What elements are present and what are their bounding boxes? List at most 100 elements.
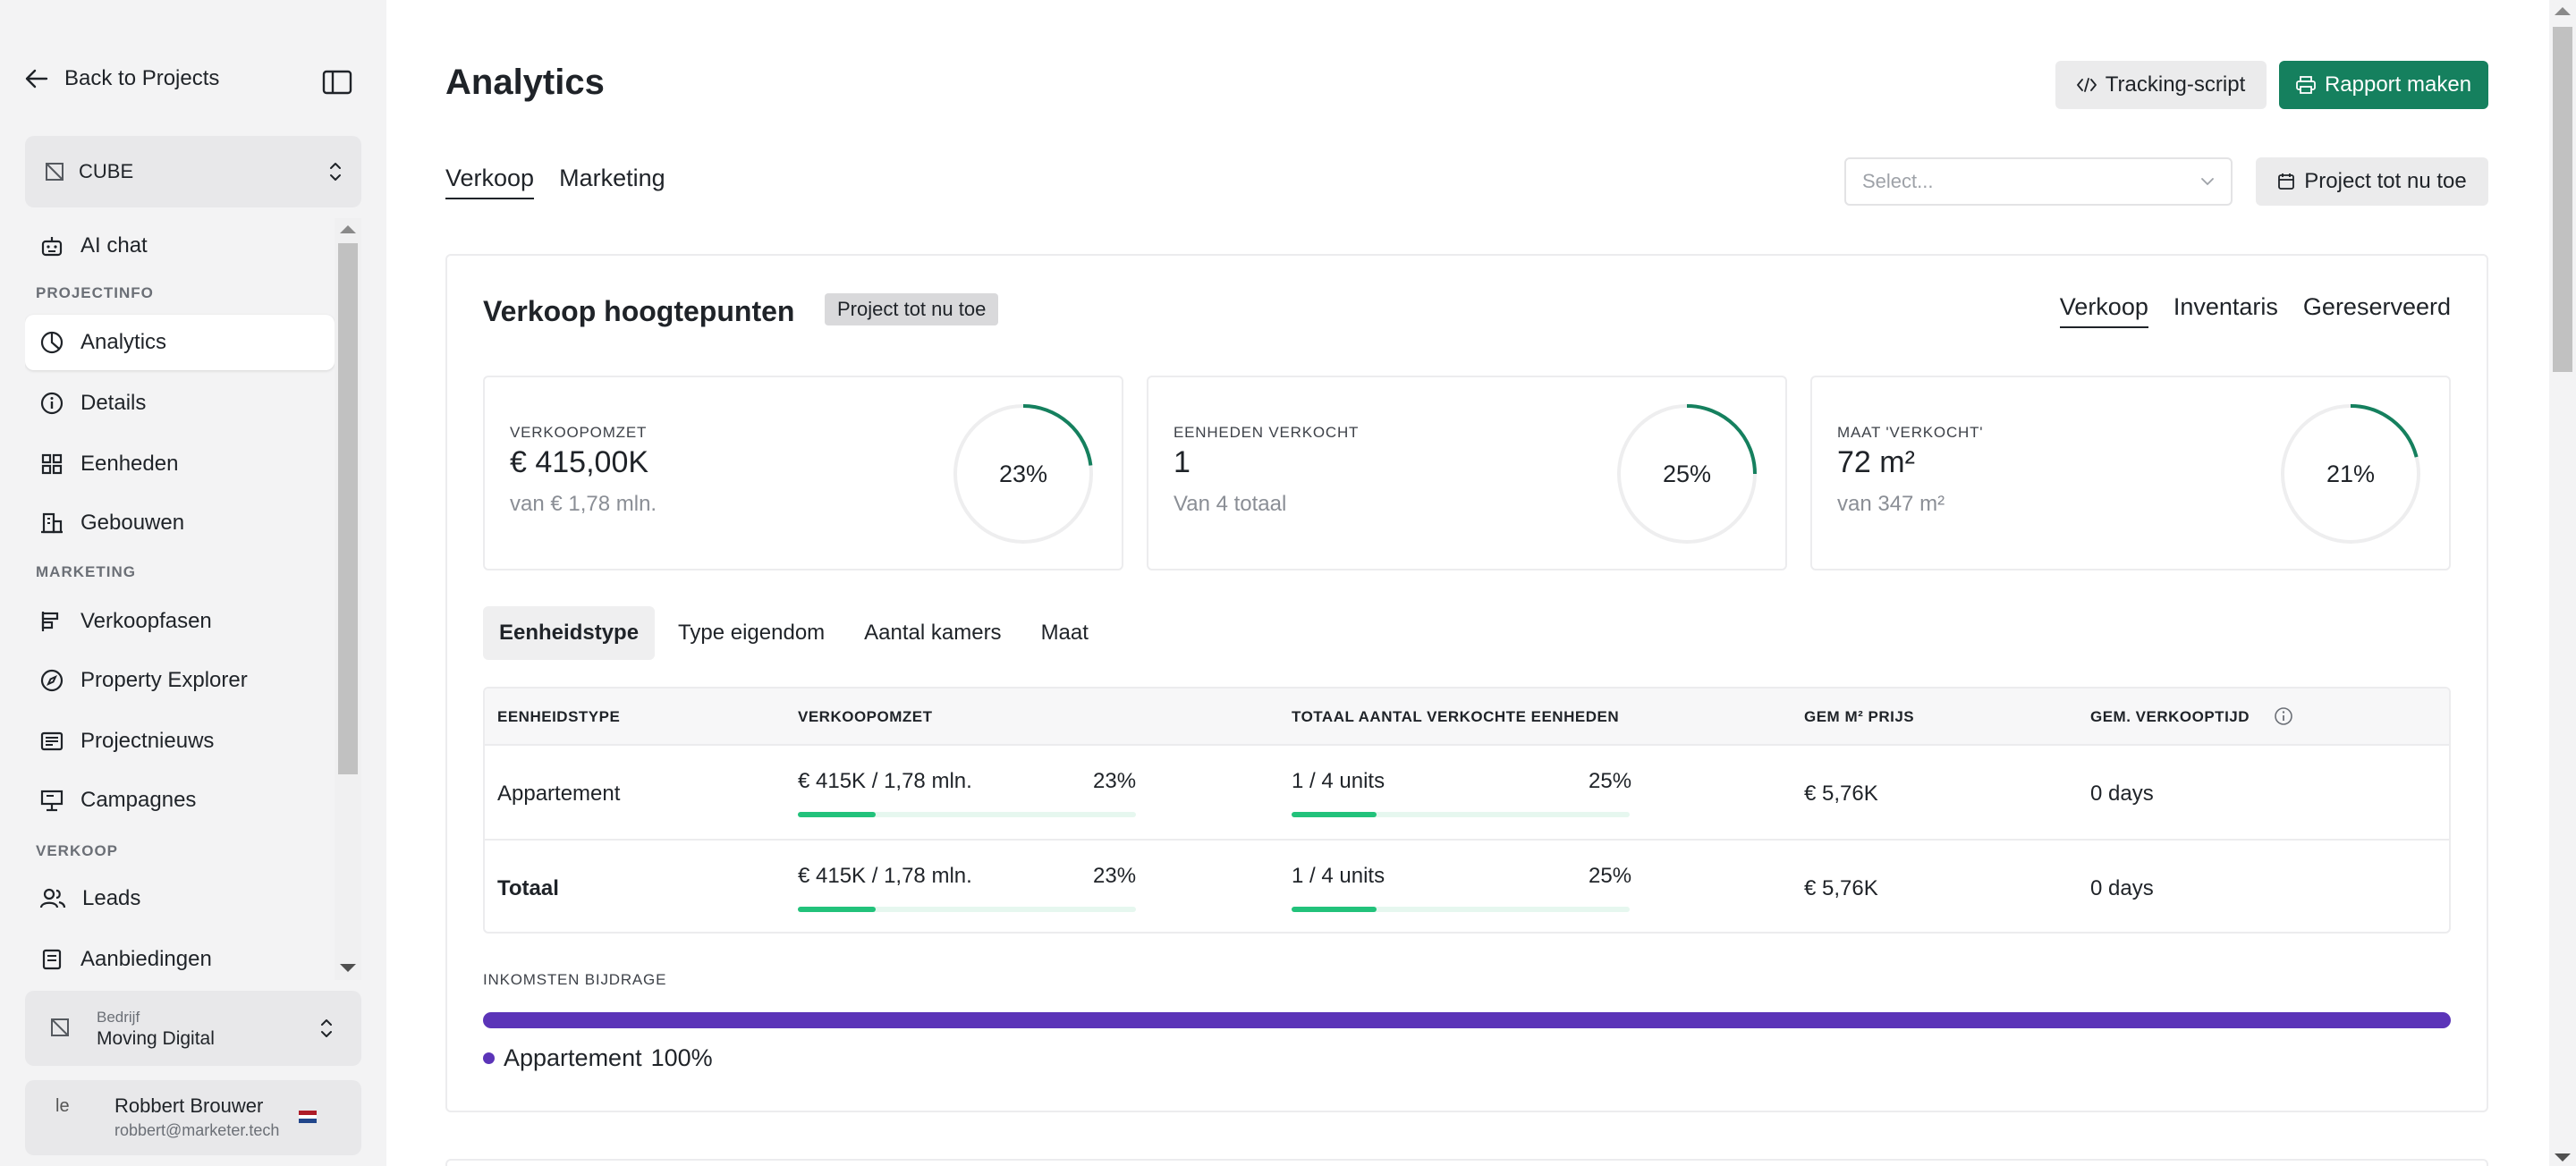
tab-aantal-kamers[interactable]: Aantal kamers — [864, 621, 1002, 645]
revenue-progress-bar — [798, 907, 1136, 912]
page-scrollbar-thumb[interactable] — [2553, 27, 2572, 372]
back-to-projects-link[interactable]: Back to Projects — [25, 66, 219, 91]
sidebar-item-label: Gebouwen — [80, 511, 185, 535]
user-profile[interactable]: le Robbert Brouwer robbert@marketer.tech — [25, 1080, 361, 1155]
kpi-value: 72 m² — [1837, 445, 1915, 479]
sidebar-item-campagnes[interactable]: Campagnes — [25, 773, 335, 828]
sidebar-scrollbar-thumb[interactable] — [338, 243, 358, 774]
sidebar-item-label: Property Explorer — [80, 668, 248, 692]
kpi-percent: 23% — [998, 460, 1048, 487]
units-progress-bar — [1292, 812, 1630, 817]
info-icon[interactable] — [2274, 706, 2293, 726]
newspaper-icon — [39, 729, 64, 754]
tab-eenheidstype[interactable]: Eenheidstype — [483, 606, 656, 660]
scroll-up-arrow-icon[interactable] — [340, 225, 356, 233]
dutch-flag-icon[interactable] — [299, 1111, 317, 1123]
sidebar-nav: AI chat PROJECTINFO Analytics Details Ee… — [25, 218, 335, 980]
period-button[interactable]: Project tot nu toe — [2256, 157, 2488, 206]
kpi-card-size: MAAT 'VERKOCHT' 72 m² van 347 m² 21% — [1810, 376, 2451, 570]
kpi-label: EENHEDEN VERKOCHT — [1174, 424, 1360, 441]
legend-dot — [483, 1052, 495, 1064]
user-name: Robbert Brouwer — [114, 1094, 264, 1117]
filter-select[interactable]: Select... — [1844, 157, 2233, 206]
sidebar-item-gebouwen[interactable]: Gebouwen — [25, 495, 335, 551]
sidebar-item-label: Eenheden — [80, 452, 179, 476]
panel-tabs: Verkoop Inventaris Gereserveerd — [2059, 293, 2451, 328]
section-heading-marketing: MARKETING — [36, 563, 136, 580]
sidebar-item-leads[interactable]: Leads — [25, 871, 335, 926]
image-placeholder-icon — [50, 1018, 70, 1037]
sidebar-toggle-icon[interactable] — [322, 70, 352, 95]
user-email: robbert@marketer.tech — [114, 1121, 280, 1139]
sidebar-item-projectnieuws[interactable]: Projectnieuws — [25, 714, 335, 769]
progress-ring — [1617, 404, 1757, 544]
sidebar-item-label: Campagnes — [80, 788, 197, 812]
cell-price: € 5,76K — [1804, 876, 1878, 900]
tab-verkoop-highlights[interactable]: Verkoop — [2059, 293, 2148, 328]
period-label: Project tot nu toe — [2304, 169, 2467, 193]
create-report-label: Rapport maken — [2324, 72, 2472, 97]
sidebar-item-verkoopfasen[interactable]: Verkoopfasen — [25, 594, 335, 649]
sidebar-item-label: AI chat — [80, 233, 148, 258]
sidebar-item-label: Leads — [82, 886, 141, 910]
kpi-subtext: van 347 m² — [1837, 492, 1945, 516]
panel-title: Verkoop hoogtepunten — [483, 295, 795, 327]
table-row: Appartement € 415K / 1,78 mln. 23% 1 / 4… — [485, 746, 2449, 841]
image-placeholder-icon — [45, 162, 64, 182]
revenue-progress-bar — [798, 812, 1136, 817]
section-heading-verkoop: VERKOOP — [36, 842, 119, 859]
main-tabs: Verkoop Marketing — [445, 165, 665, 199]
tab-gereserveerd[interactable]: Gereserveerd — [2302, 293, 2451, 320]
column-header: EENHEIDSTYPE — [497, 708, 621, 725]
avatar: le — [55, 1096, 70, 1116]
company-selector[interactable]: Bedrijf Moving Digital — [25, 991, 361, 1066]
column-header: GEM. VERKOOPTIJD — [2090, 708, 2250, 725]
code-icon — [2076, 77, 2097, 93]
kpi-card-units: EENHEDEN VERKOCHT 1 Van 4 totaal 25% — [1147, 376, 1787, 570]
cell-unit-type: Totaal — [497, 876, 559, 900]
tab-type-eigendom[interactable]: Type eigendom — [678, 621, 826, 645]
column-header: TOTAAL AANTAL VERKOCHTE EENHEDEN — [1292, 708, 1620, 725]
kpi-percent: 25% — [1662, 460, 1712, 487]
tab-maat[interactable]: Maat — [1040, 621, 1089, 645]
page-scroll-up-arrow-icon[interactable] — [2555, 7, 2571, 15]
column-header: VERKOOPOMZET — [798, 708, 933, 725]
sidebar-item-label: Details — [80, 391, 147, 415]
arrow-left-icon — [25, 69, 48, 89]
income-contribution-legend: Appartement 100% — [483, 1044, 713, 1072]
page-scroll-down-arrow-icon[interactable] — [2555, 1153, 2571, 1162]
compass-icon — [39, 668, 64, 693]
sidebar-item-property-explorer[interactable]: Property Explorer — [25, 653, 335, 708]
create-report-button[interactable]: Rapport maken — [2279, 61, 2488, 109]
pie-chart-icon — [39, 330, 64, 355]
sidebar-item-eenheden[interactable]: Eenheden — [25, 436, 335, 492]
revenue-progress-fill — [798, 907, 876, 912]
progress-ring — [2281, 404, 2420, 544]
tab-verkoop[interactable]: Verkoop — [445, 165, 535, 199]
chevron-down-icon — [2200, 177, 2215, 186]
kpi-label: VERKOOPOMZET — [510, 424, 648, 441]
tracking-script-label: Tracking-script — [2105, 72, 2246, 97]
calendar-icon — [2277, 173, 2295, 190]
cell-revenue-percent: 23% — [1093, 864, 1137, 888]
cell-units-percent: 25% — [1589, 864, 1632, 888]
sidebar-item-analytics[interactable]: Analytics — [25, 315, 335, 370]
units-progress-bar — [1292, 907, 1630, 912]
cell-price: € 5,76K — [1804, 782, 1878, 806]
tab-marketing[interactable]: Marketing — [559, 165, 665, 191]
breakdown-tabs: Eenheidstype Type eigendom Aantal kamers… — [483, 606, 1105, 660]
chevron-up-down-icon — [329, 160, 342, 183]
tracking-script-button[interactable]: Tracking-script — [2055, 61, 2267, 109]
printer-icon — [2296, 76, 2316, 94]
sidebar-item-aanbiedingen[interactable]: Aanbiedingen — [25, 932, 335, 980]
project-selector[interactable]: CUBE — [25, 136, 361, 207]
kpi-label: MAAT 'VERKOCHT' — [1837, 424, 1984, 441]
tab-inventaris[interactable]: Inventaris — [2173, 293, 2278, 320]
income-contribution-bar — [483, 1012, 2451, 1028]
building-icon — [39, 511, 64, 536]
phases-icon — [39, 609, 64, 634]
sidebar-item-ai-chat[interactable]: AI chat — [25, 218, 335, 274]
sidebar-item-details[interactable]: Details — [25, 376, 335, 431]
kpi-percent: 21% — [2326, 460, 2376, 487]
scroll-down-arrow-icon[interactable] — [340, 964, 356, 972]
